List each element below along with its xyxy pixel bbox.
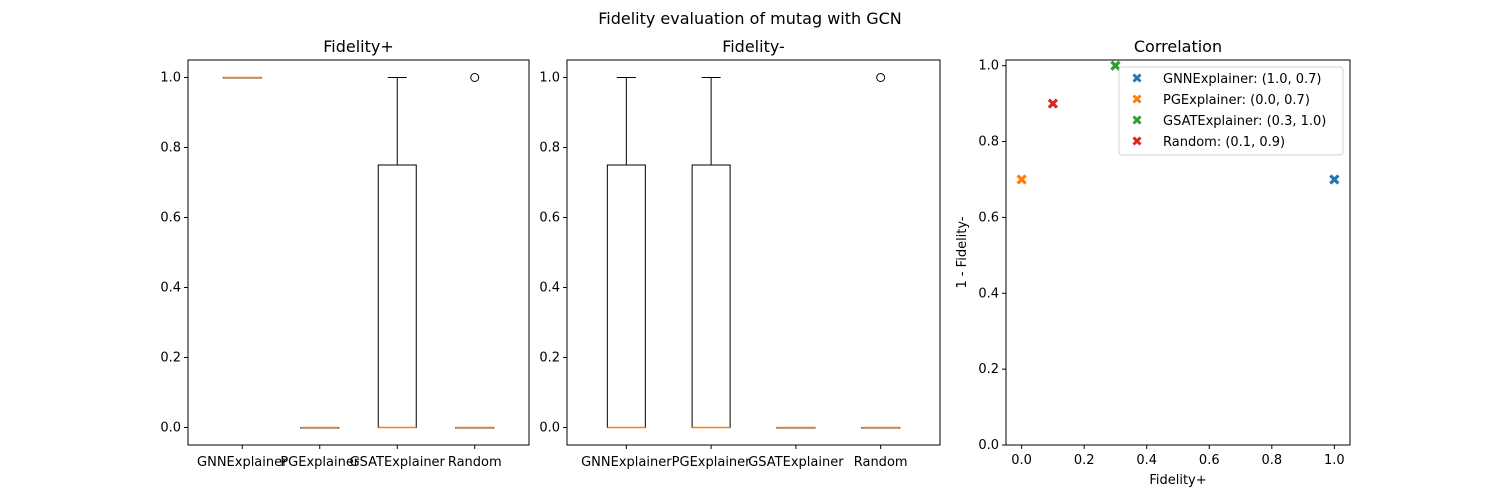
axes-frame [566,59,941,446]
box-rect [377,164,417,428]
x-axis-label: Fidelity+ [1149,473,1206,488]
x-tick-label: GNNExplainer [197,455,288,470]
outlier-point [876,73,886,82]
legend-marker-2 [1132,94,1142,104]
x-tick-label: PGExplainer [280,455,359,470]
y-tick-label: 0.6 [160,211,181,226]
x-tick-label: GSATExplainer [350,455,446,470]
x-tick-label: GSATExplainer [748,455,844,470]
legend-marker-4 [1132,136,1142,146]
box-GSATExplainer [377,77,417,429]
legend-entry-2: PGExplainer: (0.0, 0.7) [1163,93,1310,108]
y-tick-label: 0.8 [978,135,999,150]
box-GNNExplainer [606,77,646,429]
y-tick-label: 0.0 [160,421,181,436]
scatter-point-4 [1047,98,1059,109]
box-Random [861,73,901,429]
box-GSATExplainer [776,426,816,429]
legend-entry-3: GSATExplainer: (0.3, 1.0) [1163,114,1326,129]
x-tick-label: 1.0 [1324,453,1345,468]
x-tick-label: GNNExplainer [581,455,672,470]
subplot-title: Correlation [1134,37,1222,56]
x-tick-label: PGExplainer [672,455,751,470]
y-tick-label: 0.8 [539,141,560,156]
y-tick-label: 0.0 [978,438,999,453]
subplots: Fidelity+0.00.20.40.60.81.0GNNExplainerP… [160,37,1351,488]
box-rect [606,164,646,428]
box-GNNExplainer [222,76,262,79]
y-tick-label: 0.4 [539,281,560,296]
axes-frame [1005,59,1351,446]
subplot-title: Fidelity- [722,37,785,56]
y-tick-label: 0.2 [539,351,560,366]
subplot-2: Fidelity- 0.0 0.2 0.4 0.6 0.8 1.0 GNNExplainer P… [539,37,941,470]
box-PGExplainer [300,426,340,429]
box-Random [455,73,495,429]
x-tick-label: Random [448,455,502,470]
legend-marker-1 [1132,73,1142,83]
y-tick-label: 1.0 [160,71,181,86]
y-tick-label: 1.0 [539,71,560,86]
figure-suptitle: Fidelity evaluation of mutag with GCN [598,9,902,28]
y-tick-label: 1.0 [978,59,999,74]
x-tick-label: 0.8 [1261,453,1282,468]
subplot-1: Fidelity+ 0.0 0.2 0.4 0.6 0.8 1.0 GNNExplainerP… [160,37,530,470]
scatter-point-3 [1110,60,1121,71]
y-tick-label: 0.4 [978,286,999,301]
y-tick-label: 0.6 [539,211,560,226]
legend-entry-4: Random: (0.1, 0.9) [1163,135,1285,150]
x-tick-label: 0.2 [1074,453,1095,468]
legend-frame [1118,66,1344,156]
y-tick-label: 0.2 [978,362,999,377]
scatter-point-2 [1016,174,1027,185]
legend-entry-1: GNNExplainer: (1.0, 0.7) [1163,72,1322,87]
legend: GNNExplainer: (1.0, 0.7) PGExplainer: (0.… [1118,66,1344,156]
x-tick-label: 0.0 [1011,453,1032,468]
y-tick-label: 0.6 [978,210,999,225]
x-tick-label: Random [854,455,908,470]
box-rect [691,164,731,428]
box-PGExplainer [691,77,731,429]
y-tick-label: 0.0 [539,421,560,436]
axes-frame [187,59,530,446]
legend-marker-3 [1132,115,1142,125]
y-tick-label: 0.2 [160,351,181,366]
outlier-point [470,73,480,82]
x-tick-label: 0.4 [1136,453,1157,468]
subplot-title: Fidelity+ [323,37,394,56]
subplot-3: Correlation 0.0 0.2 0.4 0.6 0.8 1.0 0.0 0.2 0.4 0.… [955,37,1351,488]
y-tick-label: 0.8 [160,141,181,156]
y-axis-label: 1 - Fidelity- [955,216,970,288]
y-tick-label: 0.4 [160,281,181,296]
x-tick-label: 0.6 [1199,453,1220,468]
scatter-point-1 [1329,174,1340,185]
